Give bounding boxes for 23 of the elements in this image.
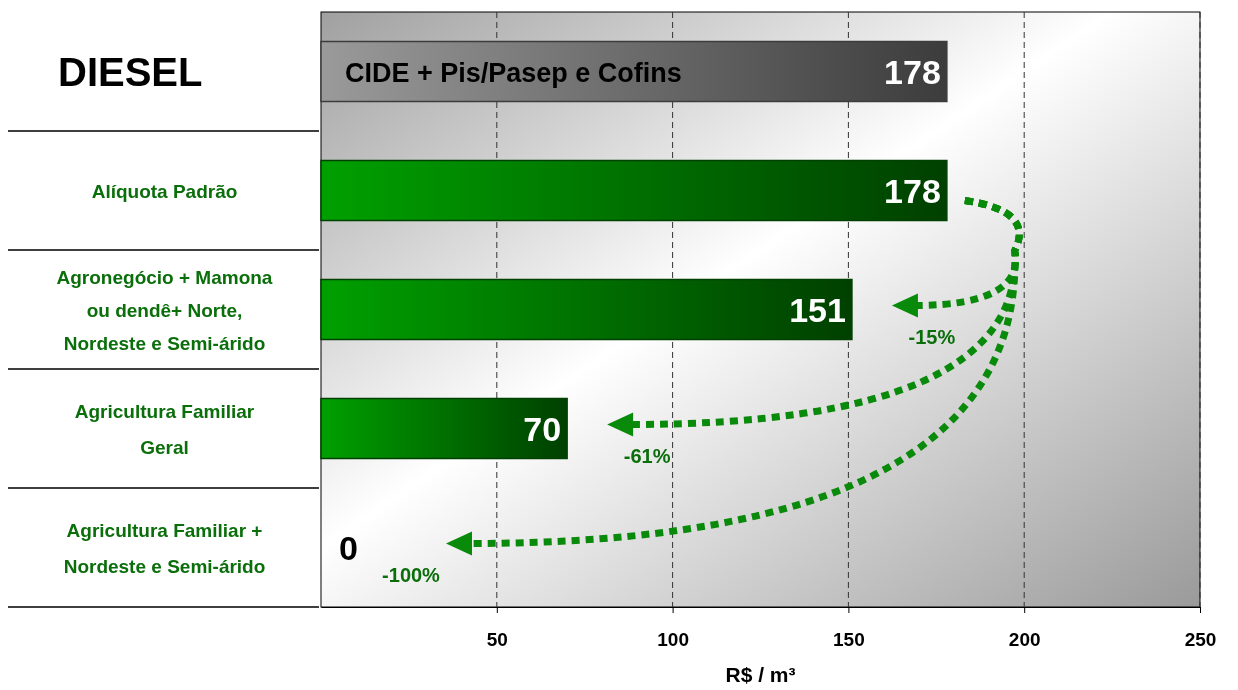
x-tick-label: 100 bbox=[657, 629, 689, 651]
text: DIESEL bbox=[58, 49, 203, 94]
x-axis-title: R$ / m³ bbox=[725, 663, 796, 686]
y-tick-label: Agronegócio + Mamona ou dendê+ Norte, Nordeste e Semi-árido bbox=[56, 266, 273, 354]
data-label: 178 bbox=[884, 171, 941, 210]
annotation: -15% bbox=[908, 325, 956, 348]
y-tick-label: Agricultura Familiar + Nordeste e Semi-árido bbox=[63, 519, 266, 577]
data-label: 178 bbox=[884, 52, 941, 91]
x-tick-label: 150 bbox=[833, 629, 865, 651]
bar bbox=[320, 397, 568, 460]
bar bbox=[320, 278, 853, 341]
y-tick-label: Alíquota Padrão bbox=[91, 180, 238, 202]
data-label: 151 bbox=[789, 290, 846, 329]
annotation: CIDE + Pis/Pasep e Cofins bbox=[345, 57, 682, 88]
data-label: 70 bbox=[523, 409, 562, 448]
x-tick-label: 200 bbox=[1008, 629, 1041, 651]
x-tick-label: 250 bbox=[1184, 629, 1217, 651]
annotation: -61% bbox=[623, 444, 671, 467]
data-label: 0 bbox=[339, 528, 358, 567]
x-tick-label: 50 bbox=[486, 629, 508, 651]
y-tick-label: Agricultura Familiar Geral bbox=[74, 400, 255, 458]
annotation: -100% bbox=[382, 563, 441, 586]
bar bbox=[320, 159, 948, 222]
